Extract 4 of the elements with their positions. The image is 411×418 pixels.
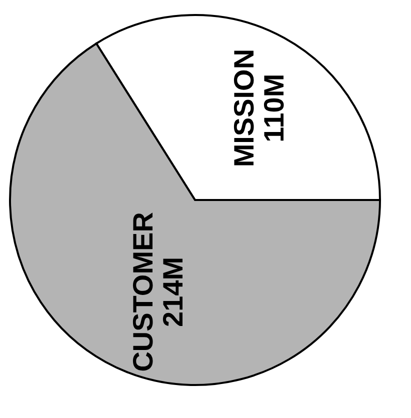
- data-label: 110M: [258, 74, 290, 142]
- slice-label: CUSTOMER: [127, 212, 158, 372]
- slice-label: MISSION: [228, 48, 260, 168]
- data-label: 214M: [157, 256, 188, 327]
